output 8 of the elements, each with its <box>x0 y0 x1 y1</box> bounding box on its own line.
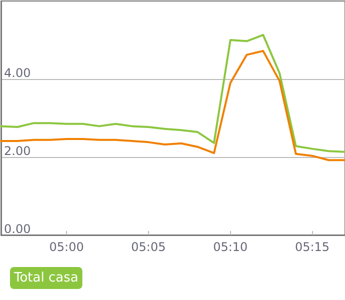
x-tick-label: 05:00 <box>49 240 84 254</box>
text: Total casa <box>13 270 78 286</box>
x-tick-label: 05:15 <box>294 240 330 254</box>
y-tick-label: 2.00 <box>4 144 31 158</box>
x-tick-label: 05:05 <box>131 240 166 254</box>
y-tick-label: 0.00 <box>4 222 31 236</box>
y-tick-label: 4.00 <box>4 66 31 80</box>
x-tick-label: 05:10 <box>213 240 248 254</box>
